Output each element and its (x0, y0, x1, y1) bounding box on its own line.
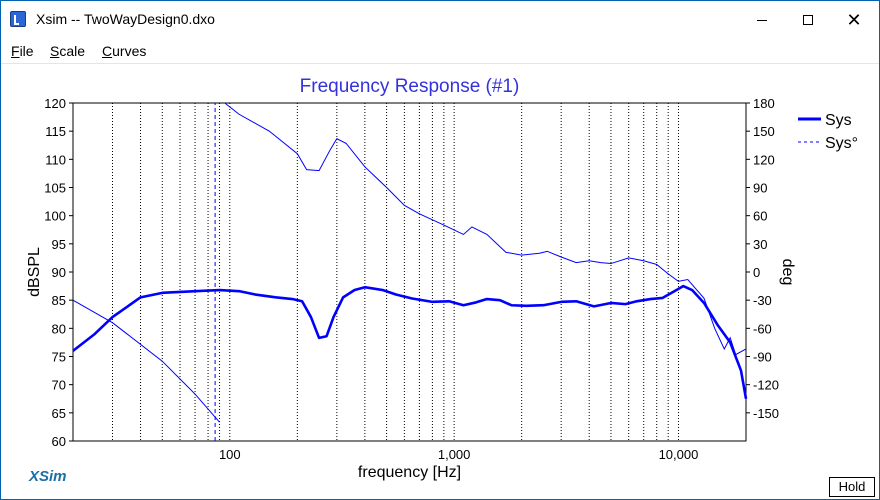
y-tick-label: 110 (45, 152, 66, 167)
y-tick-label: 75 (52, 350, 66, 365)
y2-tick-label: -150 (753, 406, 779, 421)
menu-curves-label: urves (112, 43, 147, 59)
y-tick-label: 60 (52, 434, 66, 449)
menu-curves-mnemonic: C (102, 43, 113, 59)
y2-tick-label: 180 (753, 96, 775, 111)
hold-button[interactable]: Hold (829, 477, 875, 497)
maximize-button[interactable] (785, 1, 831, 39)
plot-frame (72, 102, 747, 442)
maximize-icon (803, 15, 813, 25)
y-tick-label: 120 (44, 96, 66, 111)
sys-spl-line (72, 284, 748, 399)
close-button[interactable]: ✕ (831, 1, 877, 39)
y-tick-label: 70 (52, 378, 66, 393)
y2-tick-label: -120 (753, 378, 779, 393)
menu-scale-label: cale (59, 43, 86, 59)
y-tick-label: 100 (44, 209, 66, 224)
y-tick-label: 85 (52, 293, 66, 308)
x-tick-label: 100 (219, 447, 241, 462)
y-tick-label: 80 (52, 321, 66, 336)
sys-phase-line (72, 299, 220, 423)
xsim-app-icon[interactable] (10, 11, 26, 27)
y-tick-label: 90 (52, 265, 66, 280)
y2-tick-label: -60 (753, 321, 772, 336)
minimize-icon (757, 19, 767, 21)
legend-sys-phase-label: Sys° (825, 135, 858, 152)
window-title: Xsim -- TwoWayDesign0.dxo (36, 11, 215, 27)
x-axis-title: frequency [Hz] (358, 464, 461, 481)
y2-tick-label: -90 (753, 350, 772, 365)
menu-file-mnemonic: F (11, 43, 20, 59)
minimize-button[interactable] (739, 1, 785, 39)
y2-tick-label: 60 (753, 209, 767, 224)
menu-scale-mnemonic: S (50, 43, 60, 59)
menu-scale[interactable]: Scale (50, 43, 85, 59)
close-icon: ✕ (846, 10, 862, 30)
legend-sys-label: Sys (825, 112, 852, 129)
x-tick-label: 1,000 (438, 447, 471, 462)
sys-phase-line (224, 102, 747, 356)
y-tick-label: 105 (44, 181, 66, 196)
xsim-logo-text: XSim (29, 468, 67, 485)
x-tick-label: 10,000 (659, 447, 699, 462)
y2-tick-label: -30 (753, 293, 772, 308)
y2-tick-label: 90 (753, 181, 767, 196)
y2-tick-label: 120 (753, 152, 775, 167)
y2-tick-label: 30 (753, 237, 767, 252)
y2-tick-label: 150 (753, 124, 775, 139)
y-tick-label: 115 (45, 124, 66, 139)
menu-file[interactable]: File (11, 43, 34, 59)
menu-file-label: ile (19, 43, 34, 59)
y2-axis-title: deg (779, 259, 796, 286)
y-axis-title: dBSPL (26, 247, 43, 297)
y2-tick-label: 0 (753, 265, 760, 280)
y-tick-label: 95 (52, 237, 66, 252)
frequency-response-chart[interactable]: 60 65 70 75 80 85 90 95 100 105 110 115 120 -150 -120 -… (1, 64, 879, 499)
title-bar[interactable]: Xsim -- TwoWayDesign0.dxo ✕ (1, 1, 879, 39)
chart-title: Frequency Response (#1) (300, 76, 520, 97)
menu-bar: File Scale Curves (1, 39, 879, 64)
menu-curves[interactable]: Curves (102, 43, 146, 59)
y-tick-label: 65 (52, 406, 66, 421)
